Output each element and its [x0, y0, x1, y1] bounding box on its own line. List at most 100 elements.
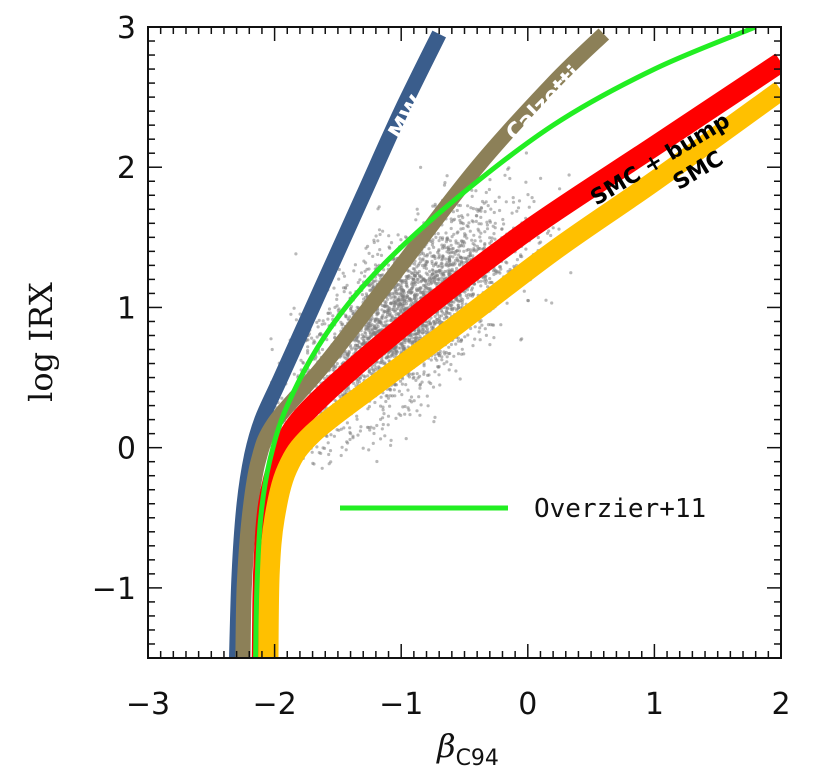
scatter-point: [550, 301, 554, 305]
scatter-point: [412, 277, 416, 281]
scatter-point: [292, 372, 296, 376]
scatter-point: [549, 233, 553, 238]
scatter-point: [487, 187, 491, 192]
scatter-point: [437, 373, 441, 377]
scatter-point: [374, 332, 378, 336]
scatter-point: [413, 283, 417, 287]
scatter-point: [325, 434, 329, 438]
scatter-point: [449, 220, 454, 224]
attenuation-curves: [229, 27, 781, 658]
scatter-point: [417, 395, 421, 399]
scatter-point: [401, 377, 405, 381]
scatter-point: [329, 433, 333, 437]
scatter-point: [373, 363, 377, 367]
scatter-point: [437, 253, 441, 257]
scatter-point: [569, 271, 573, 275]
scatter-point: [469, 248, 473, 252]
scatter-point: [544, 298, 548, 302]
scatter-point: [397, 312, 401, 316]
scatter-point: [413, 262, 417, 266]
scatter-point: [367, 337, 371, 341]
scatter-point: [444, 350, 448, 355]
scatter-point: [478, 326, 482, 330]
scatter-point: [390, 302, 394, 306]
scatter-point: [328, 311, 332, 315]
scatter-point: [419, 403, 423, 407]
x-axis-label: βC94: [436, 727, 499, 771]
scatter-point: [402, 299, 407, 303]
scatter-point: [348, 291, 352, 295]
scatter-point: [484, 190, 488, 195]
scatter-point: [431, 204, 435, 208]
scatter-point: [373, 368, 377, 372]
scatter-point: [368, 428, 372, 432]
scatter-point: [478, 235, 482, 239]
scatter-point: [526, 299, 531, 303]
scatter-point: [399, 342, 403, 346]
scatter-point: [369, 319, 373, 323]
scatter-point: [476, 227, 480, 231]
scatter-point: [373, 400, 377, 405]
scatter-point: [361, 446, 365, 450]
scatter-point: [410, 372, 414, 376]
scatter-point: [356, 343, 360, 347]
scatter-point: [280, 396, 284, 400]
scatter-point: [442, 271, 446, 275]
scatter-point: [426, 404, 430, 408]
scatter-point: [429, 325, 434, 329]
scatter-point: [333, 332, 337, 336]
scatter-point: [347, 349, 351, 353]
scatter-point: [356, 378, 360, 382]
scatter-point: [473, 337, 477, 341]
scatter-point: [418, 413, 422, 417]
scatter-point: [393, 302, 397, 306]
scatter-point: [433, 314, 437, 318]
scatter-point: [475, 214, 479, 218]
scatter-point: [367, 405, 371, 409]
scatter-point: [380, 427, 384, 431]
scatter-point: [299, 358, 303, 362]
scatter-point: [374, 234, 378, 238]
scatter-point: [373, 319, 377, 323]
scatter-point: [339, 427, 343, 431]
scatter-point: [376, 239, 380, 243]
scatter-point: [448, 303, 452, 307]
scatter-point: [326, 441, 330, 445]
scatter-point: [449, 226, 453, 231]
scatter-point: [338, 394, 342, 398]
scatter-point: [448, 254, 452, 258]
scatter-point: [414, 218, 418, 222]
scatter-point: [520, 337, 524, 341]
scatter-point: [423, 279, 427, 283]
scatter-point: [366, 374, 370, 378]
scatter-point: [320, 466, 324, 470]
scatter-point: [470, 194, 474, 198]
scatter-point: [367, 448, 371, 452]
scatter-point: [474, 249, 478, 253]
scatter-point: [317, 351, 321, 355]
scatter-point: [400, 393, 404, 397]
scatter-point: [430, 281, 434, 285]
scatter-point: [413, 280, 417, 284]
tick-labels: −3 −2 −1 0 1 2 −1 0 1 2 3: [92, 11, 791, 722]
scatter-point: [490, 236, 494, 240]
scatter-point: [466, 204, 470, 208]
y-tick-label: 2: [117, 151, 136, 186]
scatter-point: [471, 220, 475, 224]
x-tick-label: −3: [126, 687, 170, 722]
scatter-point: [323, 376, 327, 381]
scatter-point: [326, 311, 330, 315]
scatter-point: [511, 200, 516, 204]
scatter-point: [404, 437, 408, 441]
scatter-point: [410, 333, 414, 337]
scatter-point: [360, 293, 364, 297]
y-tick-label: 1: [117, 291, 136, 326]
scatter-point: [471, 254, 475, 258]
scatter-point: [420, 328, 424, 332]
scatter-point: [437, 256, 441, 260]
scatter-point: [444, 240, 448, 244]
scatter-point: [436, 250, 440, 254]
scatter-point: [364, 331, 368, 336]
scatter-point: [455, 298, 459, 302]
scatter-point: [493, 237, 497, 241]
